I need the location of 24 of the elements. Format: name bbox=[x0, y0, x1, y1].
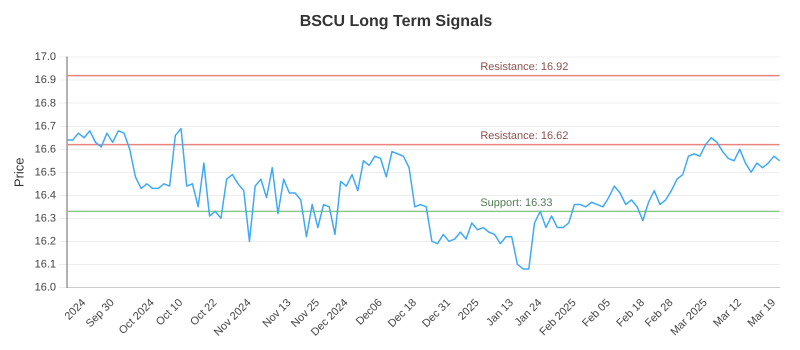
y-tick-label: 16.9 bbox=[34, 74, 56, 86]
y-axis-title: Price bbox=[11, 157, 26, 188]
ref-line-label: Support: 16.33 bbox=[480, 196, 553, 209]
y-tick-label: 16.0 bbox=[34, 281, 56, 294]
x-tick-label: Sep 30 bbox=[84, 296, 117, 330]
x-tick-label: Mar 19 bbox=[746, 296, 778, 330]
x-tick-label: Mar 12 bbox=[711, 296, 744, 330]
x-tick-label: Jan 13 bbox=[484, 296, 516, 329]
y-tick-label: 17.0 bbox=[34, 51, 56, 64]
y-tick-label: 16.8 bbox=[34, 97, 56, 110]
y-tick-label: 16.2 bbox=[34, 235, 56, 248]
chart-title: BSCU Long Term Signals bbox=[300, 13, 492, 30]
x-tick-label: Feb 05 bbox=[580, 296, 613, 330]
y-tick-label: 16.7 bbox=[34, 120, 56, 132]
y-tick-label: 16.3 bbox=[34, 212, 56, 224]
ref-line-label: Resistance: 16.62 bbox=[480, 130, 568, 142]
x-tick-label: Dec 31 bbox=[420, 296, 454, 330]
x-tick-label: Dec 18 bbox=[386, 296, 420, 330]
y-tick-label: 16.5 bbox=[34, 166, 56, 178]
y-tick-label: 16.6 bbox=[34, 143, 56, 156]
y-tick-label: 16.1 bbox=[34, 258, 56, 270]
ref-line-label: Resistance: 16.92 bbox=[480, 61, 568, 74]
x-tick-label: Oct 10 bbox=[154, 296, 186, 328]
y-tick-label: 16.4 bbox=[34, 189, 56, 202]
